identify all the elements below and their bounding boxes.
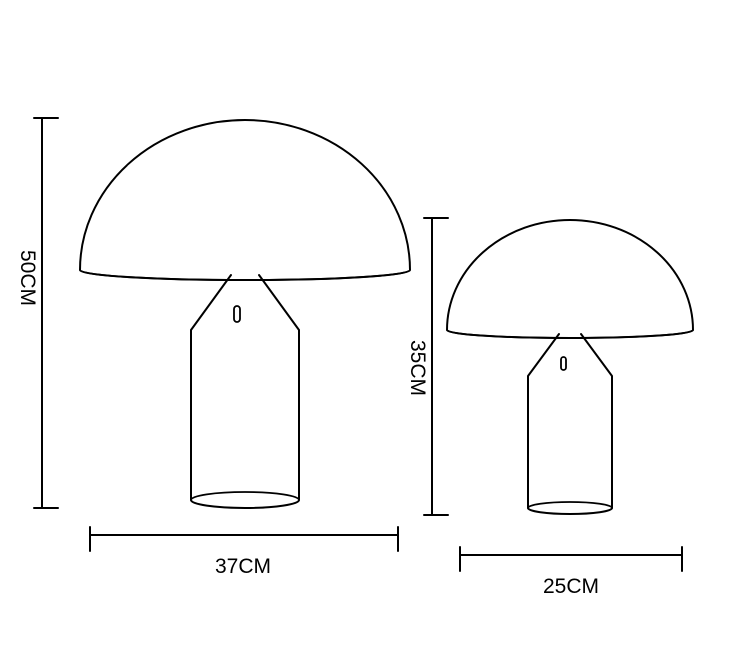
diagram-stage: 50CM 37CM 35CM 25CM [0,0,750,657]
small-lamp-height-label: 35CM [405,340,429,396]
large-lamp-height-label: 50CM [15,250,39,306]
lamp-dimension-diagram [0,0,750,657]
small-lamp-width-label: 25CM [543,575,599,599]
large-lamp-width-label: 37CM [215,555,271,579]
